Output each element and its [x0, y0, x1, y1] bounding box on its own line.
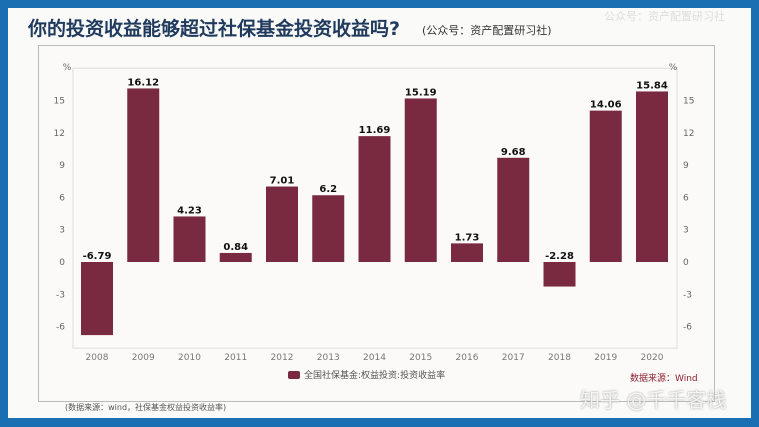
- y-tick-right: 3: [683, 226, 689, 236]
- y-tick-left: 12: [54, 129, 65, 139]
- y-tick-right: 12: [683, 129, 694, 139]
- bar-2010: [173, 216, 206, 262]
- data-label-2019: 14.06: [590, 100, 622, 111]
- bar-2016: [451, 243, 483, 262]
- y-tick-left: 3: [59, 226, 65, 236]
- source-note: (数据来源：wind，社保基金权益投资收益率): [65, 403, 227, 412]
- legend: 全国社保基金:权益投资:投资收益率: [288, 368, 445, 381]
- data-label-2015: 15.19: [405, 87, 437, 98]
- y-tick-left: 15: [54, 97, 65, 107]
- data-label-2009: 16.12: [127, 77, 159, 88]
- data-label-2020: 15.84: [636, 80, 668, 91]
- data-label-2013: 6.2: [319, 184, 337, 195]
- data-label-2011: 0.84: [223, 242, 248, 253]
- data-label-2016: 1.73: [455, 232, 480, 243]
- bar-2008: [81, 262, 113, 336]
- x-tick-2016: 2016: [456, 353, 479, 363]
- y-tick-left: 9: [59, 161, 65, 171]
- plot-area: [72, 67, 678, 349]
- subtitle: (公众号：资产配置研习社): [422, 24, 552, 37]
- x-tick-2008: 2008: [86, 353, 109, 363]
- y-tick-left: -3: [56, 290, 65, 300]
- y-tick-right: 9: [683, 161, 689, 171]
- page-title: 你的投资收益能够超过社保基金投资收益吗?: [28, 18, 401, 40]
- y-tick-left: 6: [59, 193, 65, 203]
- legend-label: 全国社保基金:权益投资:投资收益率: [304, 371, 446, 381]
- bar-2019: [589, 110, 622, 262]
- data-label-2012: 7.01: [270, 176, 295, 187]
- y-unit-right: %: [669, 63, 678, 73]
- bar-2017: [497, 157, 530, 262]
- x-tick-2012: 2012: [271, 353, 294, 363]
- bar-2011: [219, 252, 252, 262]
- x-tick-2014: 2014: [363, 353, 386, 363]
- x-tick-2011: 2011: [224, 353, 247, 363]
- watermark-top: 公众号：资产配置研习社: [604, 10, 725, 23]
- watermark-source: 数据来源：Wind: [630, 374, 698, 384]
- y-tick-right: 6: [683, 193, 689, 203]
- bar-2018: [543, 262, 576, 287]
- x-tick-2015: 2015: [409, 353, 432, 363]
- x-tick-2010: 2010: [178, 353, 201, 363]
- bar-2013: [312, 195, 345, 262]
- y-unit-left: %: [63, 63, 72, 73]
- bar-2009: [127, 88, 160, 262]
- x-tick-2017: 2017: [502, 353, 525, 363]
- y-tick-right: 0: [683, 258, 689, 268]
- y-tick-right: 15: [683, 97, 694, 107]
- bar-2020: [636, 91, 668, 263]
- bar-2015: [404, 98, 437, 262]
- data-label-2008: -6.79: [83, 251, 112, 262]
- x-tick-2018: 2018: [548, 353, 571, 363]
- data-label-2018: -2.28: [545, 251, 574, 262]
- y-tick-right: -3: [683, 290, 692, 300]
- x-tick-2009: 2009: [132, 353, 155, 363]
- x-tick-2019: 2019: [594, 353, 617, 363]
- y-tick-left: -6: [56, 323, 65, 333]
- watermark: 知乎 @千千客栈: [580, 388, 727, 412]
- x-tick-2013: 2013: [317, 353, 340, 363]
- bar-2012: [266, 186, 298, 262]
- legend-swatch: [288, 370, 300, 379]
- data-label-2017: 9.68: [501, 147, 526, 158]
- x-tick-2020: 2020: [641, 353, 664, 363]
- y-tick-left: 0: [59, 258, 65, 268]
- y-tick-right: -6: [683, 323, 692, 333]
- bar-2014: [358, 136, 391, 262]
- data-label-2010: 4.23: [177, 205, 202, 216]
- data-label-2014: 11.69: [359, 125, 391, 136]
